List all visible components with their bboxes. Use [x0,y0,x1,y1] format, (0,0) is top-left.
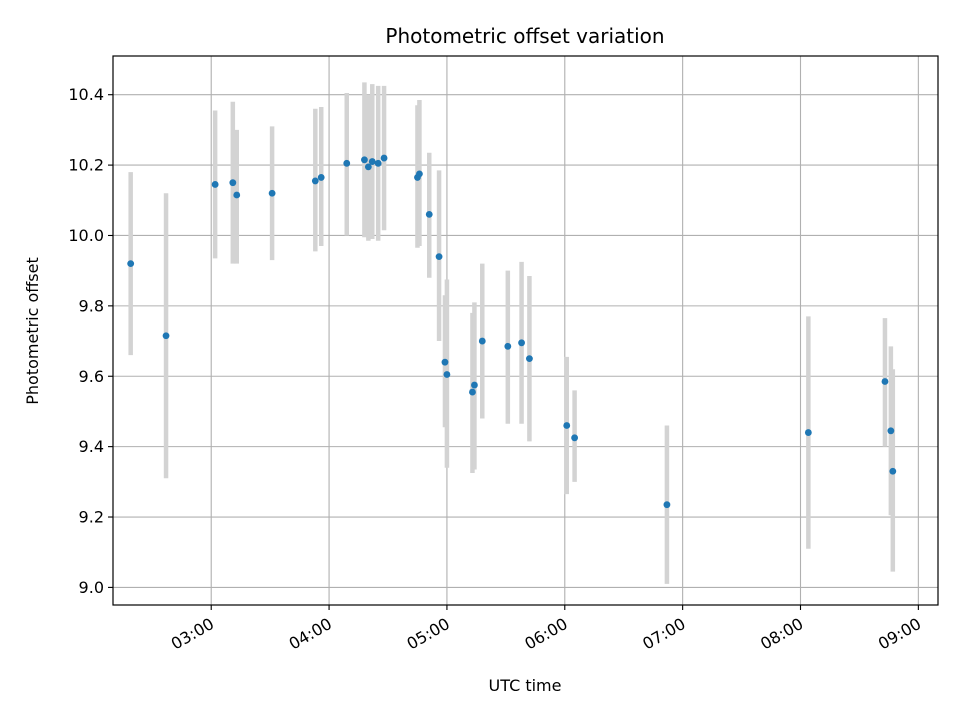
y-tick-label: 9.0 [79,578,104,597]
data-point [571,434,579,442]
chart-title: Photometric offset variation [385,24,664,48]
y-tick-label: 9.2 [79,508,104,527]
data-point [563,422,571,429]
data-point [804,429,812,436]
data-point [343,159,351,167]
data-point [889,467,897,475]
data-point [211,181,219,188]
y-tick-label: 10.0 [68,226,104,245]
y-tick-label: 9.6 [79,367,104,386]
data-point [416,170,423,178]
data-point [368,158,376,165]
data-point [478,337,486,345]
data-point [441,358,449,366]
y-tick-label: 10.2 [68,156,104,175]
data-point [425,210,433,218]
data-point [526,355,533,363]
y-tick-label: 10.4 [68,85,104,104]
data-point [443,371,451,378]
data-point [504,342,512,350]
data-point [361,156,368,164]
data-point [127,260,135,268]
y-axis-label: Photometric offset [23,257,42,405]
data-point [663,501,671,509]
data-point [374,159,382,167]
data-point [881,378,889,385]
data-point [162,332,170,340]
data-point [887,427,895,435]
x-axis-label: UTC time [489,676,562,695]
data-point [364,163,372,171]
data-point [311,177,319,185]
y-axis-ticks: 9.0 9.2 9.4 9.6 9.8 10.0 10.2 10.4 [68,85,113,597]
data-point [435,253,443,260]
data-point [229,179,237,187]
data-point [317,174,325,181]
data-point [469,388,476,396]
grid [113,56,938,605]
data-point [268,189,276,197]
data-point [518,339,525,347]
data-points [127,154,897,509]
y-tick-label: 9.8 [79,296,104,315]
data-point [471,381,478,389]
data-point [380,154,388,162]
plot-frame [112,55,939,606]
data-point [233,191,241,199]
y-tick-label: 9.4 [79,437,104,456]
